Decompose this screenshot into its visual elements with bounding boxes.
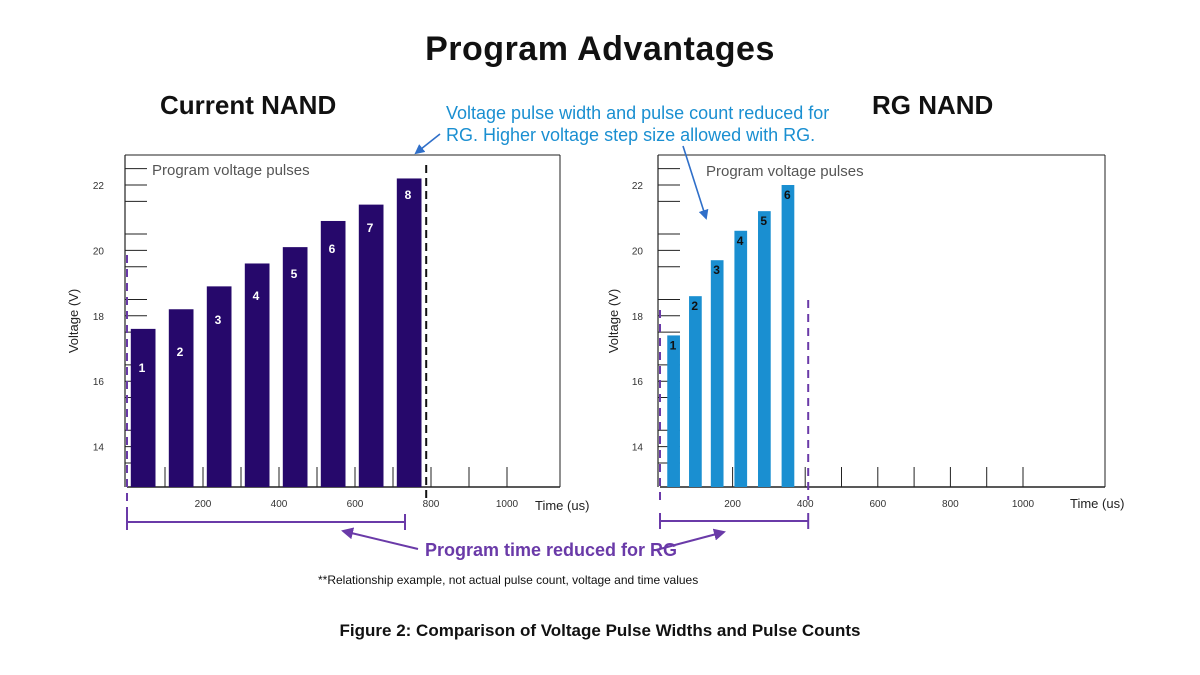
x-tick-label: 1000: [1012, 499, 1035, 510]
footnote: **Relationship example, not actual pulse…: [318, 573, 699, 587]
x-axis-label: Time (us): [535, 498, 589, 513]
pulse-bar: [734, 230, 748, 487]
pulse-bar: [320, 220, 346, 487]
y-tick-label: 22: [632, 181, 644, 192]
callout-arrow-right: [682, 145, 709, 220]
program-time-arrow-right: [655, 528, 726, 551]
x-axis-label: Time (us): [1070, 496, 1124, 511]
y-tick-label: 14: [93, 443, 105, 454]
pulse-bar: [758, 211, 771, 487]
pulse-bar-label: 2: [691, 299, 698, 313]
pulse-bar-label: 2: [177, 345, 184, 359]
x-tick-label: 1000: [496, 499, 519, 510]
y-tick-label: 18: [632, 312, 644, 323]
pulse-bar: [396, 178, 422, 487]
callout-line-1: Voltage pulse width and pulse count redu…: [446, 103, 830, 123]
y-tick-label: 16: [632, 377, 644, 388]
y-tick-label: 20: [632, 246, 644, 257]
pulse-bar: [710, 260, 724, 487]
pulse-bar: [689, 296, 702, 487]
y-tick-label: 22: [93, 181, 105, 192]
y-tick-label: 14: [632, 443, 644, 454]
program-time-arrow-left: [341, 527, 419, 550]
rg-nand-title: RG NAND: [872, 90, 994, 120]
y-tick-label: 16: [93, 377, 105, 388]
page-title: Program Advantages: [425, 30, 775, 68]
callout-line-2: RG. Higher voltage step size allowed wit…: [446, 125, 816, 145]
x-tick-label: 600: [869, 499, 886, 510]
chart-subtitle: Program voltage pulses: [706, 163, 864, 180]
x-tick-label: 400: [271, 499, 288, 510]
pulse-bar: [781, 185, 795, 487]
pulse-bar-label: 4: [253, 289, 260, 303]
x-tick-label: 200: [724, 499, 741, 510]
pulse-bar: [667, 335, 680, 487]
annotations: [126, 133, 810, 551]
pulse-bar: [358, 204, 384, 487]
pulse-bar-label: 7: [367, 221, 374, 235]
pulse-bar-label: 6: [329, 242, 336, 256]
pulse-bar: [168, 309, 194, 487]
pulse-bar-label: 1: [139, 361, 146, 375]
y-tick-label: 20: [93, 246, 105, 257]
chart-subtitle: Program voltage pulses: [152, 162, 310, 179]
x-tick-label: 800: [423, 499, 440, 510]
figure-caption: Figure 2: Comparison of Voltage Pulse Wi…: [339, 621, 861, 640]
program-time-note: Program time reduced for RG: [425, 540, 678, 560]
pulse-bar-label: 8: [405, 188, 412, 202]
pulse-bar-label: 1: [670, 338, 677, 352]
y-axis-label: Voltage (V): [66, 289, 81, 353]
x-tick-label: 200: [195, 499, 212, 510]
y-tick-label: 18: [93, 312, 105, 323]
current-nand-title: Current NAND: [160, 90, 337, 120]
pulse-bar-label: 5: [291, 267, 298, 281]
pulse-bar: [282, 247, 308, 487]
pulse-bar-label: 5: [760, 214, 767, 228]
pulse-bar: [130, 328, 156, 487]
pulse-bar: [244, 263, 270, 487]
callout-arrow-left: [414, 133, 441, 155]
x-tick-label: 800: [942, 499, 959, 510]
x-tick-label: 600: [347, 499, 364, 510]
y-axis-label: Voltage (V): [606, 289, 621, 353]
pulse-bar-label: 6: [784, 188, 791, 202]
x-tick-label: 400: [797, 499, 814, 510]
pulse-bar: [206, 286, 232, 487]
pulse-bar-label: 4: [737, 234, 744, 248]
pulse-bar-label: 3: [215, 313, 222, 327]
pulse-bar-label: 3: [713, 263, 720, 277]
